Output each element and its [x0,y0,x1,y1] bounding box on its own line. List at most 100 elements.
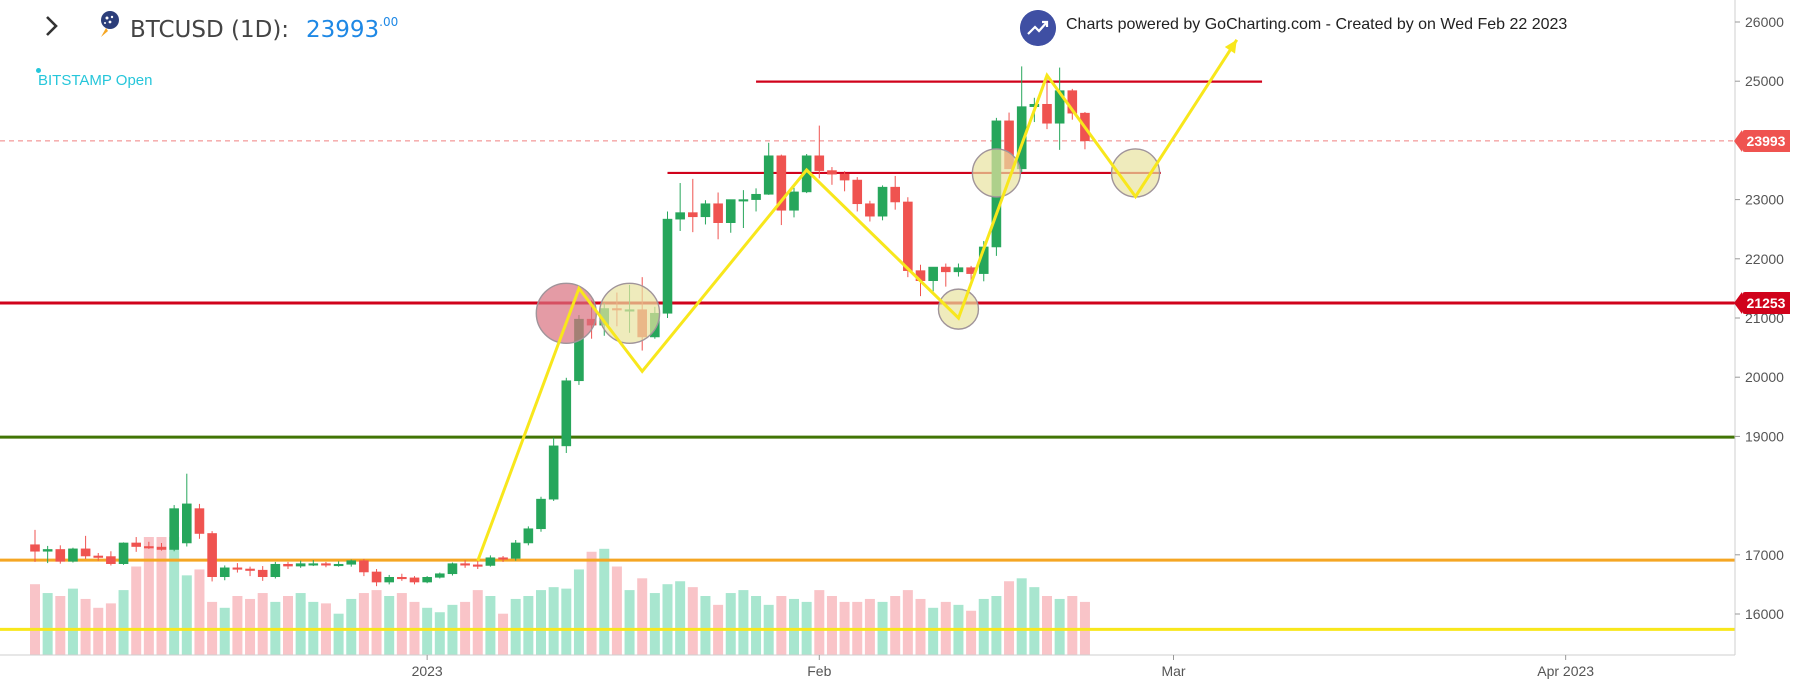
volume-bar [472,590,483,655]
candle-body [839,173,850,181]
candle-body [182,503,192,544]
candle-body [751,193,761,200]
candle-body [548,445,559,500]
volume-bar [649,593,660,655]
candle-body [169,508,179,550]
volume-bar [219,607,230,655]
volume-bar [738,590,749,655]
highlight-circle [535,282,597,344]
candle-body [30,544,40,552]
candle-body [877,186,888,217]
y-tick-label: 26000 [1745,14,1784,30]
level-price-badge: 21253 [1734,292,1790,315]
candle-body [397,576,407,580]
candle-body [270,563,281,578]
volume-bar [371,590,382,655]
volume-bar [675,581,686,655]
candle-body [662,218,673,314]
candle-body [536,498,546,530]
volume-bar [1029,587,1040,655]
candle-body [472,564,483,567]
candle-body [1016,106,1027,170]
candle-body [371,571,382,583]
candle-body [295,563,306,567]
volume-bar [396,593,407,655]
candle-body [257,569,268,578]
volume-bar [902,590,913,655]
candle-body [561,380,572,447]
candle-body [384,576,395,583]
y-tick-label: 22000 [1745,251,1784,267]
volume-bar [611,566,622,655]
x-tick-label: Apr 2023 [1537,663,1594,679]
candle-body [827,170,837,175]
candle-body [447,563,458,575]
highlight-circle [937,288,980,330]
volume-bar [194,569,205,655]
candle-body [814,155,825,171]
volume-bar [169,537,180,655]
y-tick-label: 25000 [1745,73,1784,89]
volume-bar [586,551,597,655]
volume-bar [1042,596,1052,655]
volume-bar [776,596,787,655]
chevron-right-icon[interactable] [40,14,64,38]
volume-bar [257,593,268,655]
candle-body [510,542,521,559]
gocharting-logo-icon[interactable] [1020,10,1056,46]
candle-body [283,563,293,567]
candle-body [131,542,141,547]
candle-body [232,567,243,570]
y-tick-label: 23000 [1745,192,1784,208]
bitcoin-symbol-icon [101,11,119,37]
candle-body [725,199,736,223]
branding-text: Charts powered by GoCharting.com - Creat… [1066,16,1568,33]
volume-bar [30,584,40,655]
candle-body [80,548,91,557]
volume-bar [131,566,142,655]
candle-body [42,549,53,552]
volume-bar [422,607,433,655]
volume-bars [30,537,1090,655]
zigzag-path [476,38,1239,562]
candle-body [852,179,863,205]
x-tick-label: Mar [1161,663,1185,679]
candle-body [434,573,445,578]
candle-body [789,191,799,211]
highlight-circle [971,148,1022,198]
volume-bar [498,613,509,655]
candle-body [713,203,723,223]
candle-body [118,542,129,564]
volume-bar [573,569,584,655]
volume-bar [434,612,445,655]
candle-body [409,577,420,583]
volume-bar [245,598,256,655]
volume-bar [118,590,129,655]
candle-body [460,563,470,566]
volume-bar [599,548,610,655]
x-tick-label: Feb [807,663,831,679]
volume-bar [700,596,711,655]
volume-bar [561,588,572,655]
candle-body [763,155,774,195]
volume-bar [548,587,559,655]
volume-bar [295,593,306,655]
candle-body [333,563,344,567]
arrow-head [1224,39,1237,54]
candle-body [359,560,369,573]
candle-body [55,549,66,562]
level-lines [0,80,1735,631]
volume-bar [751,596,762,655]
highlight-circles [535,148,1161,344]
candle-body [738,199,749,202]
candle-body [194,508,205,534]
candle-body [523,528,534,544]
candle-body [308,563,319,566]
volume-bar [485,596,496,655]
volume-bar [283,596,293,655]
volume-bar [346,598,357,655]
y-tick-label: 16000 [1745,606,1784,622]
candle-body [346,560,357,565]
candle-body [700,203,711,218]
